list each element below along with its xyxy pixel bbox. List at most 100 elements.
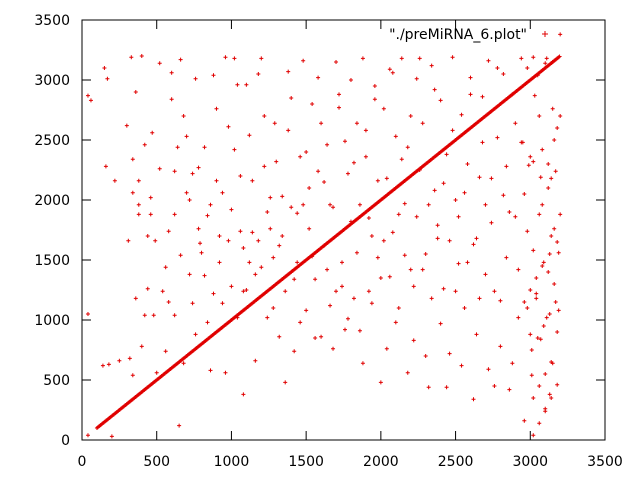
data-point <box>178 57 183 62</box>
data-point <box>127 356 132 361</box>
data-point <box>432 87 437 92</box>
data-point <box>163 265 168 270</box>
data-point <box>453 289 458 294</box>
data-point <box>157 61 162 66</box>
data-point <box>198 241 203 246</box>
data-point <box>244 288 249 292</box>
data-point <box>535 336 540 340</box>
data-point <box>250 230 255 235</box>
x-tick-label: 1500 <box>288 454 324 470</box>
data-point <box>556 250 561 255</box>
data-point <box>139 344 144 349</box>
data-point <box>504 164 509 169</box>
data-point <box>507 210 512 214</box>
data-point <box>105 76 110 81</box>
data-point <box>543 409 548 414</box>
data-point <box>516 315 521 320</box>
data-point <box>537 212 542 217</box>
data-point <box>544 56 549 61</box>
data-point <box>166 229 171 234</box>
data-point <box>334 289 339 294</box>
data-point <box>262 114 267 118</box>
data-point <box>166 300 171 304</box>
data-point <box>184 190 189 195</box>
data-point <box>190 301 195 306</box>
data-point <box>163 349 168 354</box>
data-point <box>384 176 389 181</box>
data-point <box>129 55 134 60</box>
data-point <box>325 267 330 272</box>
data-point <box>402 201 407 206</box>
data-point <box>510 361 515 366</box>
data-point <box>417 168 422 172</box>
x-tick-label: 2000 <box>363 454 399 470</box>
data-point <box>298 320 303 325</box>
data-point <box>547 392 552 397</box>
data-point <box>480 140 485 145</box>
data-point <box>244 82 249 87</box>
data-point <box>328 303 333 308</box>
data-point <box>103 164 108 169</box>
data-point <box>414 214 419 219</box>
data-point <box>522 418 527 423</box>
data-point <box>199 250 204 255</box>
data-point <box>441 286 446 291</box>
data-point <box>387 274 392 279</box>
data-point <box>109 434 114 439</box>
data-point <box>322 180 327 184</box>
data-point <box>208 368 213 373</box>
data-point <box>468 92 473 97</box>
data-point <box>372 84 377 88</box>
data-point <box>546 162 551 166</box>
data-point <box>363 154 368 159</box>
data-point <box>537 421 542 426</box>
data-point <box>552 282 557 286</box>
data-point <box>250 178 255 183</box>
data-point <box>241 289 246 294</box>
data-point <box>375 178 380 183</box>
data-point <box>177 423 182 428</box>
data-point <box>369 301 374 306</box>
data-point <box>366 289 371 294</box>
data-point <box>540 147 545 152</box>
data-point <box>557 54 562 59</box>
data-point <box>547 312 552 316</box>
data-point <box>351 296 356 301</box>
data-point <box>190 171 195 176</box>
data-point <box>387 67 392 72</box>
data-point <box>316 169 321 174</box>
data-point <box>486 58 491 63</box>
data-point <box>555 382 560 387</box>
data-point <box>124 123 129 128</box>
data-point <box>196 165 201 170</box>
data-point <box>354 250 359 255</box>
data-point <box>139 54 144 58</box>
data-point <box>480 94 485 99</box>
data-point <box>555 126 560 130</box>
data-point <box>226 238 231 243</box>
data-point <box>447 238 452 243</box>
data-point <box>429 63 434 68</box>
data-point <box>540 264 545 268</box>
data-point <box>537 384 542 388</box>
data-point <box>411 338 416 343</box>
data-point <box>549 234 554 238</box>
data-point <box>532 93 537 98</box>
data-point <box>145 234 150 238</box>
data-point <box>286 128 291 133</box>
data-point <box>100 363 105 368</box>
data-point <box>217 234 222 238</box>
data-point <box>426 202 431 207</box>
data-point <box>307 226 312 231</box>
data-point <box>546 270 551 274</box>
data-point <box>405 370 410 375</box>
data-point <box>232 56 237 61</box>
data-point <box>535 73 540 78</box>
data-point <box>414 76 419 81</box>
data-point <box>408 267 413 272</box>
data-point <box>537 114 542 118</box>
data-point <box>432 188 437 193</box>
data-point <box>172 169 177 174</box>
y-tick-label: 500 <box>43 373 70 389</box>
